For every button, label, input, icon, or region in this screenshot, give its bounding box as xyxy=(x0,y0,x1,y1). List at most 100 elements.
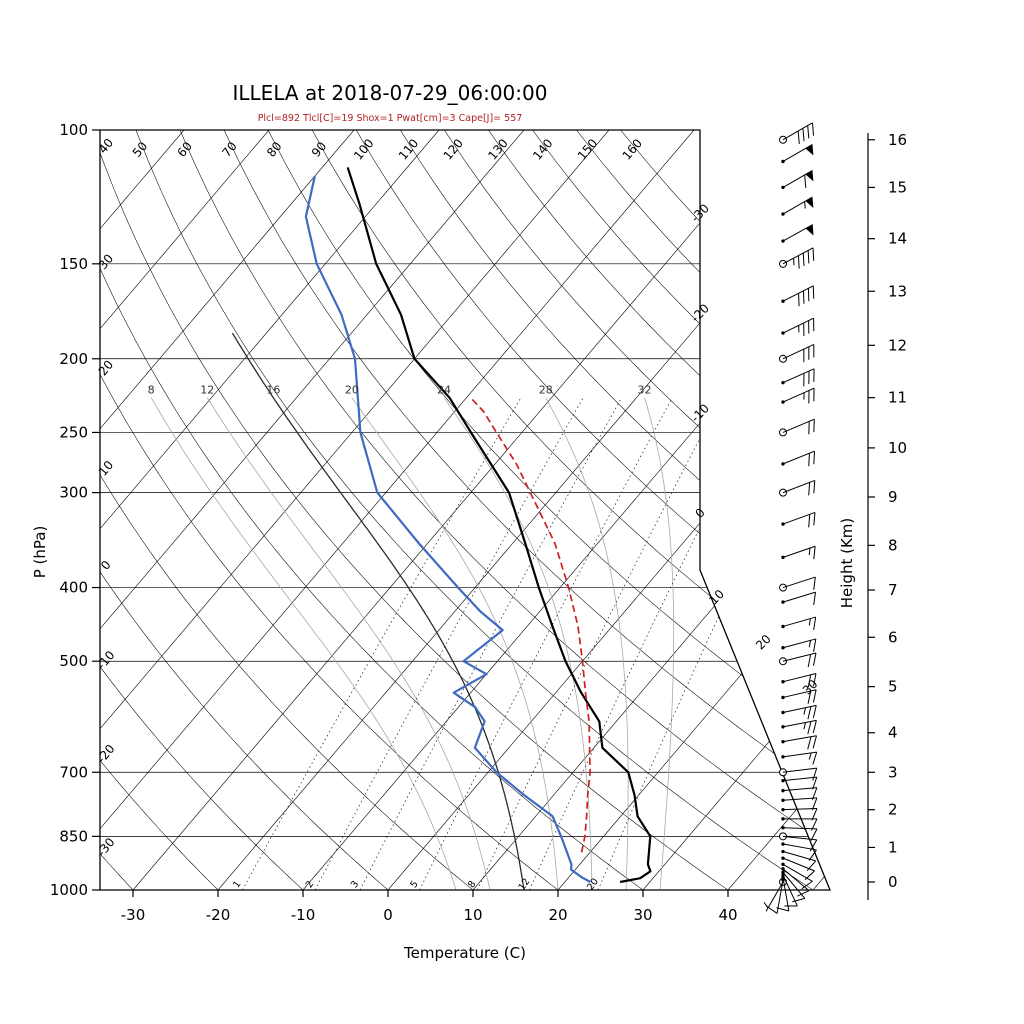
plot-border xyxy=(99,129,831,891)
wind-barb xyxy=(779,343,815,363)
wind-barb xyxy=(781,224,814,243)
wind-barb xyxy=(781,387,815,404)
isotherm-line xyxy=(642,130,830,890)
isotherm-line xyxy=(302,130,830,890)
height-tick-label: 15 xyxy=(888,178,907,196)
temperature-tick-label: 0 xyxy=(383,906,393,924)
pressure-tick-label: 850 xyxy=(59,827,88,845)
height-tick-label: 13 xyxy=(888,282,907,300)
dry-adiabat-line xyxy=(100,130,219,890)
dry-adiabat-label: 160 xyxy=(620,136,645,163)
wind-barb xyxy=(779,418,815,437)
wind-barb xyxy=(779,652,817,668)
pressure-tick-label: 1000 xyxy=(50,881,88,899)
isotherm-line xyxy=(100,130,185,890)
isotherm-line xyxy=(387,130,830,890)
dry-adiabat-label: -20 xyxy=(94,742,117,766)
isotherm-line xyxy=(812,130,830,890)
height-axis-label: Height (Km) xyxy=(838,518,856,609)
wind-barb xyxy=(779,832,818,852)
mixing-ratio-line xyxy=(314,397,584,890)
temperature-tick-label: 20 xyxy=(548,906,567,924)
wind-barb xyxy=(781,368,815,387)
height-tick-label: 7 xyxy=(888,581,898,599)
mixing-ratio-label: 5 xyxy=(408,879,420,890)
dry-adiabat-label: 50 xyxy=(130,139,151,160)
moist-adiabat-line xyxy=(545,397,629,890)
dry-adiabat-label: 110 xyxy=(396,136,421,163)
dry-adiabat-label: 150 xyxy=(575,136,600,163)
sounding-curves xyxy=(304,167,652,884)
dry-adiabat-line xyxy=(100,130,644,890)
height-tick-label: 12 xyxy=(888,336,907,354)
mixing-ratio-line xyxy=(477,397,722,890)
height-tick-label: 4 xyxy=(888,724,898,742)
wind-barb xyxy=(781,751,818,765)
moist-adiabat-line xyxy=(206,397,491,890)
mixing-ratio-line xyxy=(597,397,824,890)
temperature-curve xyxy=(346,167,652,884)
dry-adiabat-label: 60 xyxy=(175,139,196,160)
wind-barb xyxy=(781,719,817,735)
wind-barb xyxy=(779,576,816,592)
pressure-tick-label: 500 xyxy=(59,652,88,670)
dry-adiabat-line xyxy=(100,130,474,890)
mixing-ratio-line xyxy=(242,397,522,890)
dry-adiabat-label: 40 xyxy=(96,136,117,157)
moist-adiabat-line xyxy=(150,397,457,890)
wind-barb xyxy=(781,817,818,831)
pressure-tick-label: 150 xyxy=(59,255,88,273)
height-tick-label: 11 xyxy=(888,389,907,407)
wind-barb xyxy=(781,735,817,750)
mixing-ratio-label: 1 xyxy=(231,879,243,890)
dry-adiabat-line xyxy=(179,130,830,890)
dry-adiabat-label: 90 xyxy=(309,139,330,160)
height-tick-label: 1 xyxy=(888,838,898,856)
wind-barb xyxy=(779,767,818,781)
moist-adiabat-label: 8 xyxy=(148,384,155,397)
mixing-ratio-line xyxy=(529,397,766,890)
isotherm-line xyxy=(100,130,440,890)
dry-adiabat-line xyxy=(400,130,830,890)
dry-adiabat-label: 20 xyxy=(96,358,117,379)
moist-adiabat-label: 24 xyxy=(437,384,451,397)
temperature-tick-label: -20 xyxy=(206,906,231,924)
parcel-curve xyxy=(470,397,591,853)
mixing-ratio-label: 2 xyxy=(304,879,316,890)
moist-adiabat-label: 20 xyxy=(345,384,359,397)
wind-barb xyxy=(781,826,818,841)
pressure-tick-label: 300 xyxy=(59,484,88,502)
moist-adiabat-line xyxy=(644,397,675,890)
dry-adiabat-label: 30 xyxy=(96,251,117,272)
dewpoint-curve xyxy=(304,175,591,883)
height-tick-label: 16 xyxy=(888,131,907,149)
wind-barb xyxy=(781,797,818,811)
wind-barb xyxy=(781,285,815,307)
dry-adiabat-line xyxy=(532,130,830,890)
moist-adiabat-label: 32 xyxy=(637,384,651,397)
dry-adiabat-label: 80 xyxy=(264,139,285,160)
wind-barb xyxy=(781,862,813,890)
pressure-axis-label: P (hPa) xyxy=(31,526,49,579)
dry-adiabat-line xyxy=(311,130,830,890)
pressure-tick-label: 250 xyxy=(59,423,88,441)
dry-adiabat-line xyxy=(100,130,729,890)
wind-barb xyxy=(781,672,817,688)
dry-adiabat-line xyxy=(135,130,814,890)
moist-adiabat-label: 16 xyxy=(266,384,280,397)
height-tick-label: 9 xyxy=(888,488,898,506)
dry-adiabat-label: 10 xyxy=(96,458,117,479)
dry-adiabat-line xyxy=(100,130,304,890)
plot-frame xyxy=(99,129,831,891)
mixing-ratio-label: 3 xyxy=(349,879,361,890)
height-tick-label: 3 xyxy=(888,763,898,781)
wind-barb xyxy=(781,776,818,790)
dry-adiabat-label: 130 xyxy=(485,136,510,163)
isotherm-label: 20 xyxy=(753,632,774,653)
isotherm-line xyxy=(472,130,830,890)
wind-barb xyxy=(779,247,815,269)
wind-barb xyxy=(779,122,815,145)
wind-barb xyxy=(781,196,814,216)
